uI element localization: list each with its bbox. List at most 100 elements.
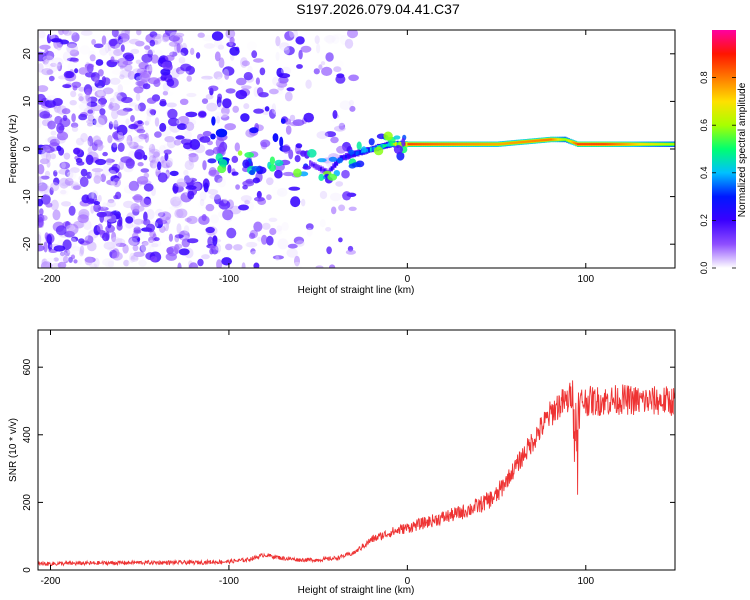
spectrogram-noise-cell [295, 240, 305, 247]
spectrogram-noise-cell [61, 162, 66, 169]
spectrogram-noise-cell [169, 206, 179, 211]
spectrogram-noise-cell [91, 39, 96, 45]
colorbar-tick-label: 0.6 [699, 119, 709, 132]
spectrogram-noise-cell [253, 58, 264, 63]
spectrogram-noise-cell [78, 104, 89, 115]
spectral-ridge-segment [553, 138, 556, 141]
spectrogram-noise-cell [146, 209, 155, 220]
spectrogram-noise-cell [146, 65, 154, 72]
spectrogram-noise-cell [52, 98, 63, 106]
spectral-ridge-segment [421, 143, 424, 146]
spectrogram-noise-cell [241, 262, 246, 268]
spectrogram-noise-cell [338, 237, 343, 243]
spectral-ridge-segment [614, 143, 617, 146]
spectrogram-noise-cell [77, 93, 83, 98]
spectrogram-noise-cell [109, 97, 115, 103]
spectrogram-noise-cell [38, 30, 45, 39]
spectral-ridge-segment [466, 143, 469, 146]
spectral-ridge-segment [621, 143, 624, 146]
spectral-ridge-segment [489, 143, 492, 146]
spectrogram-noise-cell [70, 122, 79, 128]
spectrogram-noise-cell [85, 92, 90, 102]
spectrogram-noise-cell [133, 193, 143, 203]
spectral-ridge-segment [641, 143, 644, 146]
spectrogram-noise-cell [58, 168, 71, 175]
spectrogram-noise-cell [61, 201, 72, 207]
spectral-ridge-segment [471, 143, 474, 146]
spectrogram-noise-cell [241, 60, 250, 67]
spectrogram-noise-cell [251, 50, 258, 59]
spectral-ridge-segment [352, 152, 355, 157]
spectrogram-noise-cell [79, 176, 89, 188]
spectrogram-noise-cell [240, 85, 252, 90]
spectrogram-noise-cell [165, 252, 177, 261]
spectrogram-noise-cell [217, 93, 223, 101]
spectrogram-noise-cell [177, 123, 187, 130]
spectral-ridge-segment [469, 143, 472, 146]
spectrogram-noise-cell [69, 49, 80, 57]
spectrogram-noise-cell [49, 91, 57, 96]
spectrogram-noise-cell [80, 30, 93, 36]
spectral-ridge-segment [585, 143, 588, 146]
spectrogram-noise-cell [199, 136, 211, 143]
spectrogram-noise-cell [145, 223, 155, 233]
spectrogram-noise-cell [110, 56, 115, 63]
spectrogram-noise-cell [199, 198, 205, 207]
spectrogram-noise-cell [128, 102, 137, 107]
spectral-ridge-segment [516, 141, 519, 144]
spectrogram-noise-cell [121, 96, 133, 104]
spectrogram-noise-cell [189, 139, 201, 150]
spectrogram-noise-cell [63, 30, 72, 36]
spectrogram-noise-cell [105, 231, 110, 241]
spectrogram-noise-cell [316, 131, 329, 140]
spectrogram-x-tick-label: 0 [405, 274, 411, 285]
spectrogram-noise-cell [53, 162, 61, 173]
spectrogram-noise-cell [146, 113, 151, 123]
spectrogram-noise-cell [62, 84, 72, 89]
spectrogram-noise-cell [108, 38, 118, 47]
spectral-ridge-segment [441, 143, 444, 146]
spectrogram-noise-cell [293, 236, 305, 245]
spectrogram-noise-cell [183, 142, 193, 150]
spectrogram-noise-cell [39, 208, 44, 216]
spectrogram-y-tick-label: -20 [22, 237, 33, 252]
spectral-ridge-segment [350, 153, 353, 157]
spectrogram-noise-cell [97, 206, 109, 211]
spectrogram-noise-cell [122, 52, 134, 60]
spectrogram-noise-cell [198, 215, 210, 225]
spectral-ridge-segment [464, 143, 467, 146]
spectrogram-noise-cell [107, 199, 115, 204]
spectrogram-noise-cell [185, 111, 198, 118]
spectrogram-noise-cell [331, 206, 337, 215]
spectrogram-noise-cell [234, 142, 240, 152]
spectrogram-noise-cell [273, 109, 283, 116]
spectrogram-noise-cell [50, 199, 59, 211]
spectrogram-noise-cell [128, 141, 139, 149]
spectrogram-noise-cell [64, 249, 71, 257]
spectrogram-noise-cell [140, 72, 150, 83]
spectrogram-noise-cell [319, 190, 328, 200]
spectrogram-noise-cell [93, 175, 102, 184]
spectrogram-noise-cell [60, 251, 65, 257]
spectrogram-noise-cell [38, 117, 42, 129]
snr-panel: -200 -100 0 100 0 200 400 600 Height of straig… [8, 329, 676, 596]
spectral-ridge-segment [562, 138, 565, 141]
spectrogram-noise-cell [242, 184, 248, 190]
spectral-ridge-segment [637, 143, 640, 146]
spectrogram-noise-cell [185, 185, 197, 190]
spectrogram-noise-cell [135, 59, 142, 65]
spectrogram-noise-cell [324, 131, 337, 138]
spectrogram-noise-cell [51, 57, 64, 67]
spectrogram-noise-cell [280, 66, 292, 75]
spectral-ridge-segment [535, 139, 538, 142]
spectrogram-noise-cell [338, 122, 346, 130]
spectrogram-noise-cell [44, 50, 55, 61]
spectrogram-noise-cell [214, 51, 221, 62]
spectral-ridge [207, 131, 675, 184]
spectrogram-noise-cell [134, 104, 141, 112]
spectrogram-noise-cell [224, 72, 230, 80]
spectrogram-noise-cell [40, 145, 51, 152]
spectrogram-noise-cell [84, 256, 96, 263]
spectrogram-noise-cell [335, 74, 346, 84]
